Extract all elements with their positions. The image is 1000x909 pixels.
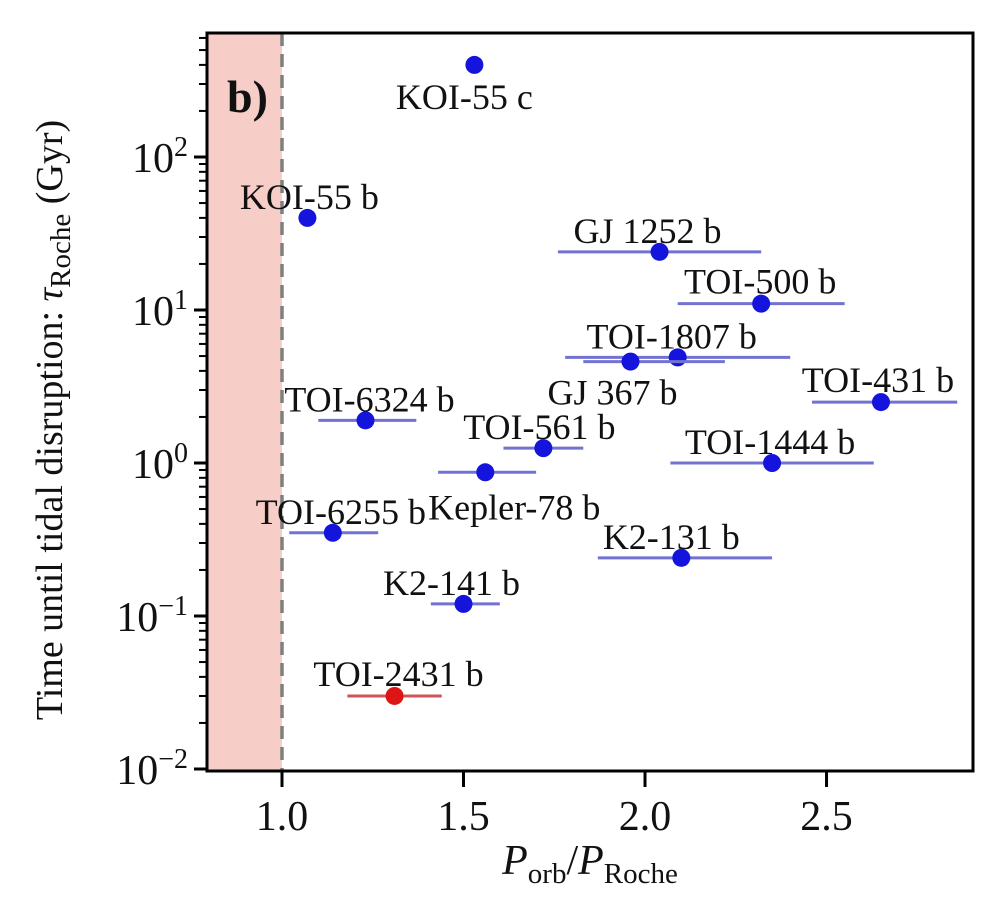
y-axis-title: Time until tidal disruption: τRoche (Gyr… xyxy=(29,120,77,720)
label-TOI-2431-b: TOI-2431 b xyxy=(313,654,483,694)
point-GJ-1252-b xyxy=(650,242,669,261)
label-K2-141-b: K2-141 b xyxy=(383,563,520,603)
point-TOI-561-b xyxy=(534,439,553,458)
x-tick-label: 1.5 xyxy=(437,794,490,840)
point-TOI-6324-b xyxy=(356,411,375,430)
point-TOI-6255-b xyxy=(323,523,342,542)
point-GJ-367-b xyxy=(621,352,640,371)
x-tick-label: 2.0 xyxy=(619,794,672,840)
y-tick-label: 10−2 xyxy=(116,744,188,794)
point-TOI-500-b xyxy=(752,294,771,313)
label-TOI-431-b: TOI-431 b xyxy=(802,360,954,400)
data-points: KOI-55 c KOI-55 b GJ 1252 b TOI-500 b TOI-18… xyxy=(240,55,958,705)
point-K2-141-b xyxy=(454,594,473,613)
y-tick-label: 10−1 xyxy=(116,591,188,641)
x-tick-label: 2.5 xyxy=(800,794,853,840)
label-KOI-55-b: KOI-55 b xyxy=(240,177,379,217)
point-KOI-55-b xyxy=(298,208,317,227)
y-tick-label: 100 xyxy=(132,438,188,488)
point-TOI-2431-b xyxy=(385,686,404,705)
label-TOI-1444-b: TOI-1444 b xyxy=(685,422,855,462)
label-GJ-1252-b: GJ 1252 b xyxy=(574,211,722,251)
label-TOI-6255-b: TOI-6255 b xyxy=(256,492,426,532)
panel-label: b) xyxy=(227,71,268,122)
y-tick-label: 102 xyxy=(132,132,188,182)
x-tick-label: 1.0 xyxy=(256,794,309,840)
label-TOI-6324-b: TOI-6324 b xyxy=(284,379,454,419)
x-axis-title: Porb/PRoche xyxy=(501,838,678,890)
label-K2-131-b: K2-131 b xyxy=(603,517,740,557)
label-GJ-367-b: GJ 367 b xyxy=(547,373,677,413)
point-Kepler-78-b xyxy=(476,463,495,482)
label-Kepler-78-b: Kepler-78 b xyxy=(428,487,600,527)
point-TOI-1444-b xyxy=(763,454,782,473)
label-KOI-55-c: KOI-55 c xyxy=(396,77,533,117)
label-TOI-561-b: TOI-561 b xyxy=(463,407,615,447)
point-KOI-55-c xyxy=(465,55,484,74)
axis-ticks: 102 101 100 10−1 10−2 1.0 1.5 2.0 2.5 xyxy=(116,36,853,840)
point-TOI-431-b xyxy=(871,393,890,412)
y-tick-label: 101 xyxy=(132,285,188,335)
point-K2-131-b xyxy=(672,548,691,567)
roche-unstable-shaded-region xyxy=(207,33,282,771)
plot-frame xyxy=(205,31,975,773)
label-TOI-1807-b: TOI-1807 b xyxy=(587,316,757,356)
label-TOI-500-b: TOI-500 b xyxy=(684,262,836,302)
